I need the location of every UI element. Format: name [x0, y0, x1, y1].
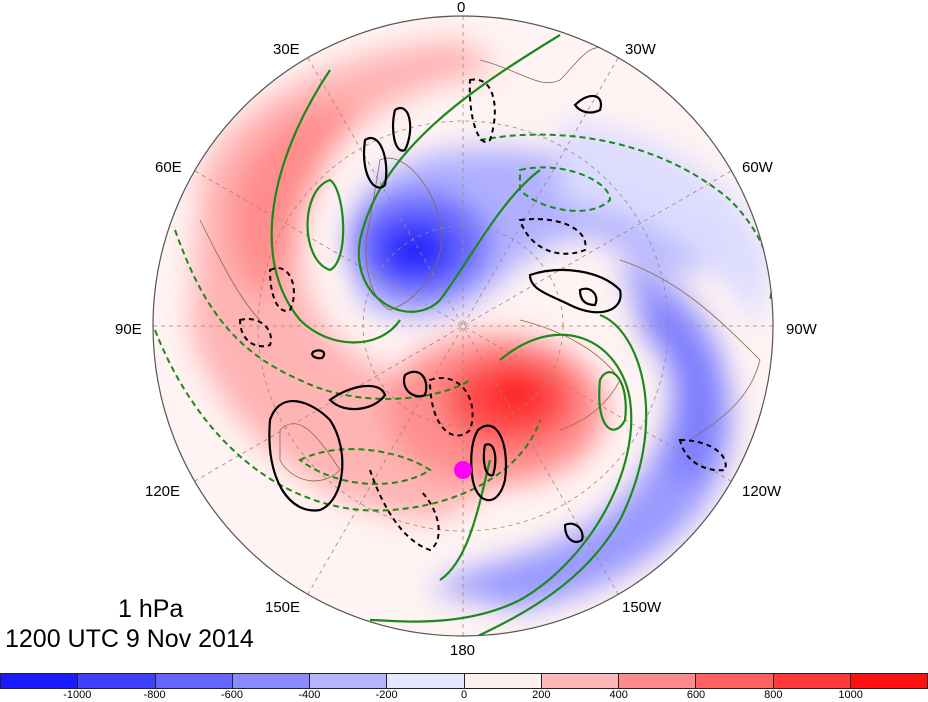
- green-solid-contours: [270, 34, 648, 636]
- level-label: 1 hPa: [118, 595, 184, 623]
- map-boundary: [152, 15, 774, 637]
- colorbar-tick-label: 800: [764, 689, 783, 701]
- colorbar-tick-label: -600: [220, 689, 244, 701]
- location-marker: [454, 461, 472, 479]
- lon-label-90e: 90E: [115, 321, 142, 338]
- black-solid-contours: [268, 94, 622, 543]
- colorbar-tick-label: 600: [686, 689, 706, 701]
- colorbar-tick-label: 1000: [838, 689, 863, 701]
- colorbar-segment: [696, 674, 774, 688]
- colorbar-segment: [773, 674, 851, 688]
- lon-label-60e: 60E: [155, 159, 182, 176]
- graticule: [153, 16, 773, 636]
- lon-label-120w: 120W: [742, 483, 782, 500]
- colorbar-tick-label: 400: [609, 689, 628, 701]
- colorbar-tick-label: -400: [298, 689, 321, 701]
- colorbar-segment: [310, 674, 388, 688]
- colorbar-tick-label: 0: [460, 689, 468, 701]
- lon-label-90w: 90W: [786, 321, 817, 338]
- colorbar: [0, 673, 928, 689]
- lon-label-0: 0: [457, 0, 466, 16]
- colorbar-tick-label: -1000: [63, 689, 92, 701]
- lon-label-150w: 150W: [622, 599, 662, 616]
- colorbar-segment: [155, 674, 233, 688]
- lon-label-180: 180: [450, 642, 476, 659]
- lon-label-30e: 30E: [273, 41, 300, 58]
- colorbar-segment: [232, 674, 310, 688]
- lon-label-60w: 60W: [742, 159, 773, 176]
- black-dashed-contours: [238, 78, 727, 552]
- colorbar-segment: [850, 674, 927, 688]
- lon-label-30w: 30W: [625, 41, 656, 58]
- colorbar-segment: [1, 674, 79, 688]
- colorbar-segment: [541, 674, 619, 688]
- colorbar-segment: [387, 674, 465, 688]
- time-label: 1200 UTC 9 Nov 2014: [5, 625, 254, 653]
- lon-label-150e: 150E: [265, 599, 301, 616]
- colorbar-segment: [78, 674, 156, 688]
- shaded-field: [153, 16, 773, 636]
- coastlines: [199, 47, 761, 482]
- colorbar-tick-label: -800: [143, 689, 166, 701]
- colorbar-segment: [464, 674, 542, 688]
- colorbar-tick-label: 200: [532, 689, 551, 701]
- lon-label-120e: 120E: [145, 483, 181, 500]
- colorbar-tick-label: -200: [375, 689, 398, 701]
- colorbar-segment: [619, 674, 697, 688]
